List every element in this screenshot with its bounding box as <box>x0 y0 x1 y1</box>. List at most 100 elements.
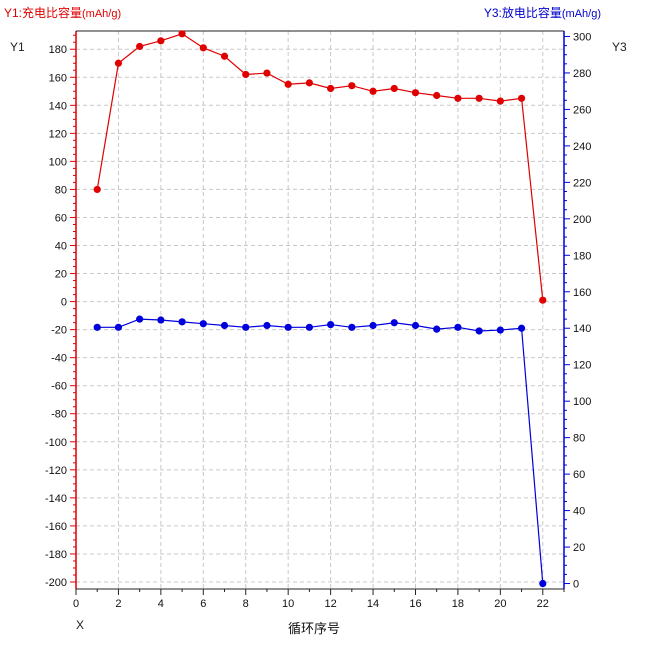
x-tick-label: 18 <box>452 598 464 610</box>
legend-y1-unit: (mAh/g) <box>82 8 122 20</box>
y1-data-point <box>199 44 207 52</box>
x-tick-label: 0 <box>73 598 79 610</box>
y1-tick-label: 160 <box>49 72 67 84</box>
y1-tick-label: -180 <box>45 549 67 561</box>
y1-data-point <box>539 296 547 304</box>
legend-y1-name: Y1:充电比容量 <box>4 6 83 20</box>
y3-tick-label: 80 <box>573 433 585 445</box>
y3-data-point <box>136 315 144 323</box>
y1-data-point <box>242 70 250 79</box>
plot-area <box>76 31 564 589</box>
y3-tick-label: 140 <box>573 323 591 335</box>
y3-tick-label: 40 <box>573 506 585 518</box>
y1-tick-label: -120 <box>45 465 67 477</box>
x-axis-title-row: 循环序号 <box>0 618 648 637</box>
x-tick-label: 12 <box>324 598 336 610</box>
y1-data-point <box>93 185 101 194</box>
y1-tick-label: 120 <box>49 128 67 140</box>
y1-data-point <box>433 91 441 100</box>
y1-data-point <box>369 87 377 95</box>
x-tick-label: 14 <box>367 598 379 610</box>
y1-tick-label: -40 <box>51 353 67 365</box>
y1-data-point <box>220 52 229 60</box>
y3-tick-label: 20 <box>573 542 585 554</box>
y3-data-point <box>517 324 526 332</box>
y1-tick-label: 60 <box>55 212 67 224</box>
x-tick-label: 10 <box>282 598 294 610</box>
y3-tick-label: 300 <box>573 31 591 43</box>
y3-data-point <box>305 323 313 331</box>
y1-data-point <box>305 79 313 87</box>
y1-data-point <box>263 69 271 77</box>
y3-data-point <box>433 325 441 333</box>
y3-data-point <box>327 320 335 329</box>
y1-tick-label: 80 <box>55 184 67 196</box>
y1-data-point <box>178 30 186 38</box>
x-axis-title: 循环序号 <box>287 621 340 636</box>
y1-tick-label: -100 <box>45 437 67 449</box>
axes: 180160140120100806040200-20-40-60-80-100… <box>45 30 591 610</box>
x-tick-label: 8 <box>243 598 249 610</box>
y3-data-point <box>263 321 271 330</box>
y3-tick-label: 260 <box>573 104 591 116</box>
y3-data-point <box>220 321 229 330</box>
y3-data-point <box>454 323 462 331</box>
y3-series-line <box>97 318 544 584</box>
x-tick-label: 2 <box>115 598 121 610</box>
y1-series-line <box>96 33 544 301</box>
y3-tick-label: 180 <box>573 250 591 262</box>
y3-tick-label: 100 <box>573 396 591 408</box>
y1-tick-label: -20 <box>51 325 67 337</box>
y1-tick-label: 20 <box>55 269 67 281</box>
y1-tick-label: 100 <box>49 156 67 168</box>
y3-tick-label: 280 <box>573 68 591 80</box>
y3-tick-label: 240 <box>573 141 591 153</box>
y1-tick-label: -60 <box>51 381 67 393</box>
y3-data-point <box>539 579 547 588</box>
legend-y3-unit: (mAh/g) <box>561 8 601 20</box>
y3-data-point <box>475 327 483 335</box>
x-tick-label: 20 <box>494 598 506 610</box>
y1-tick-label: 180 <box>49 44 67 56</box>
y1-tick-label: -140 <box>45 493 67 505</box>
y1-data-point <box>411 89 420 97</box>
y1-data-point <box>517 94 526 102</box>
x-tick-label: 4 <box>158 598 164 610</box>
y1-data-point <box>284 80 292 88</box>
y1-tick-label: 40 <box>55 241 67 253</box>
y1-data-point <box>136 42 144 51</box>
x-tick-label: 16 <box>409 598 421 610</box>
y3-data-point <box>411 321 420 330</box>
legend-y3-name: Y3:放电比容量 <box>483 6 562 20</box>
y3-tick-label: 160 <box>573 287 591 299</box>
y1-data-point <box>390 84 398 93</box>
x-tick-label: 6 <box>200 598 206 610</box>
x-tick-label: 22 <box>537 598 549 610</box>
y3-data-point <box>496 326 504 334</box>
y3-tick-label: 0 <box>573 579 579 591</box>
y3-data-point <box>369 321 377 330</box>
y1-tick-label: -160 <box>45 521 67 533</box>
y1-tick-label: -200 <box>45 577 67 589</box>
y3-data-point <box>114 323 123 331</box>
y1-data-point <box>496 97 504 105</box>
y1-tick-label: -80 <box>51 409 67 421</box>
y1-tick-label: 0 <box>61 297 67 309</box>
bottom-axis-name: X <box>76 618 85 632</box>
y3-data-point <box>390 319 398 327</box>
y3-tick-label: 60 <box>573 469 585 481</box>
y1-data-point <box>157 37 165 45</box>
y3-data-point <box>284 323 292 331</box>
y3-tick-label: 220 <box>573 177 591 189</box>
y3-data-point <box>178 318 186 326</box>
right-axis-name: Y3 <box>612 40 627 54</box>
y3-data-point <box>242 323 250 331</box>
y3-data-point <box>93 323 101 331</box>
y3-data-point <box>199 320 207 328</box>
legend-y3: Y3:放电比容量(mAh/g) <box>484 4 601 21</box>
legend-y1: Y1:充电比容量(mAh/g) <box>4 4 121 21</box>
y1-data-point <box>454 94 462 102</box>
plot-series <box>93 30 547 588</box>
y1-data-point <box>348 82 356 90</box>
